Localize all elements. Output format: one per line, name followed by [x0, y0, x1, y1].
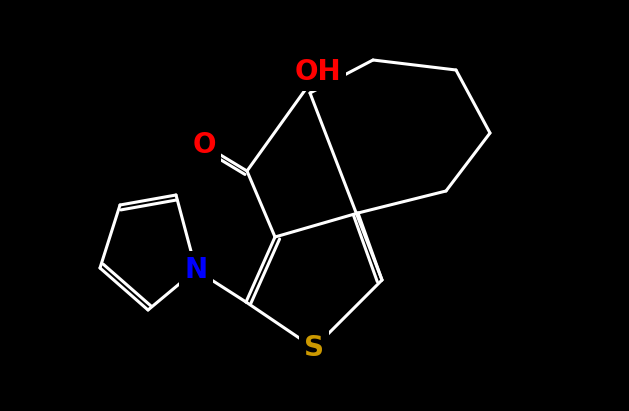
- Text: O: O: [192, 131, 216, 159]
- Text: S: S: [304, 334, 324, 362]
- Text: OH: OH: [295, 58, 342, 86]
- Text: N: N: [184, 256, 208, 284]
